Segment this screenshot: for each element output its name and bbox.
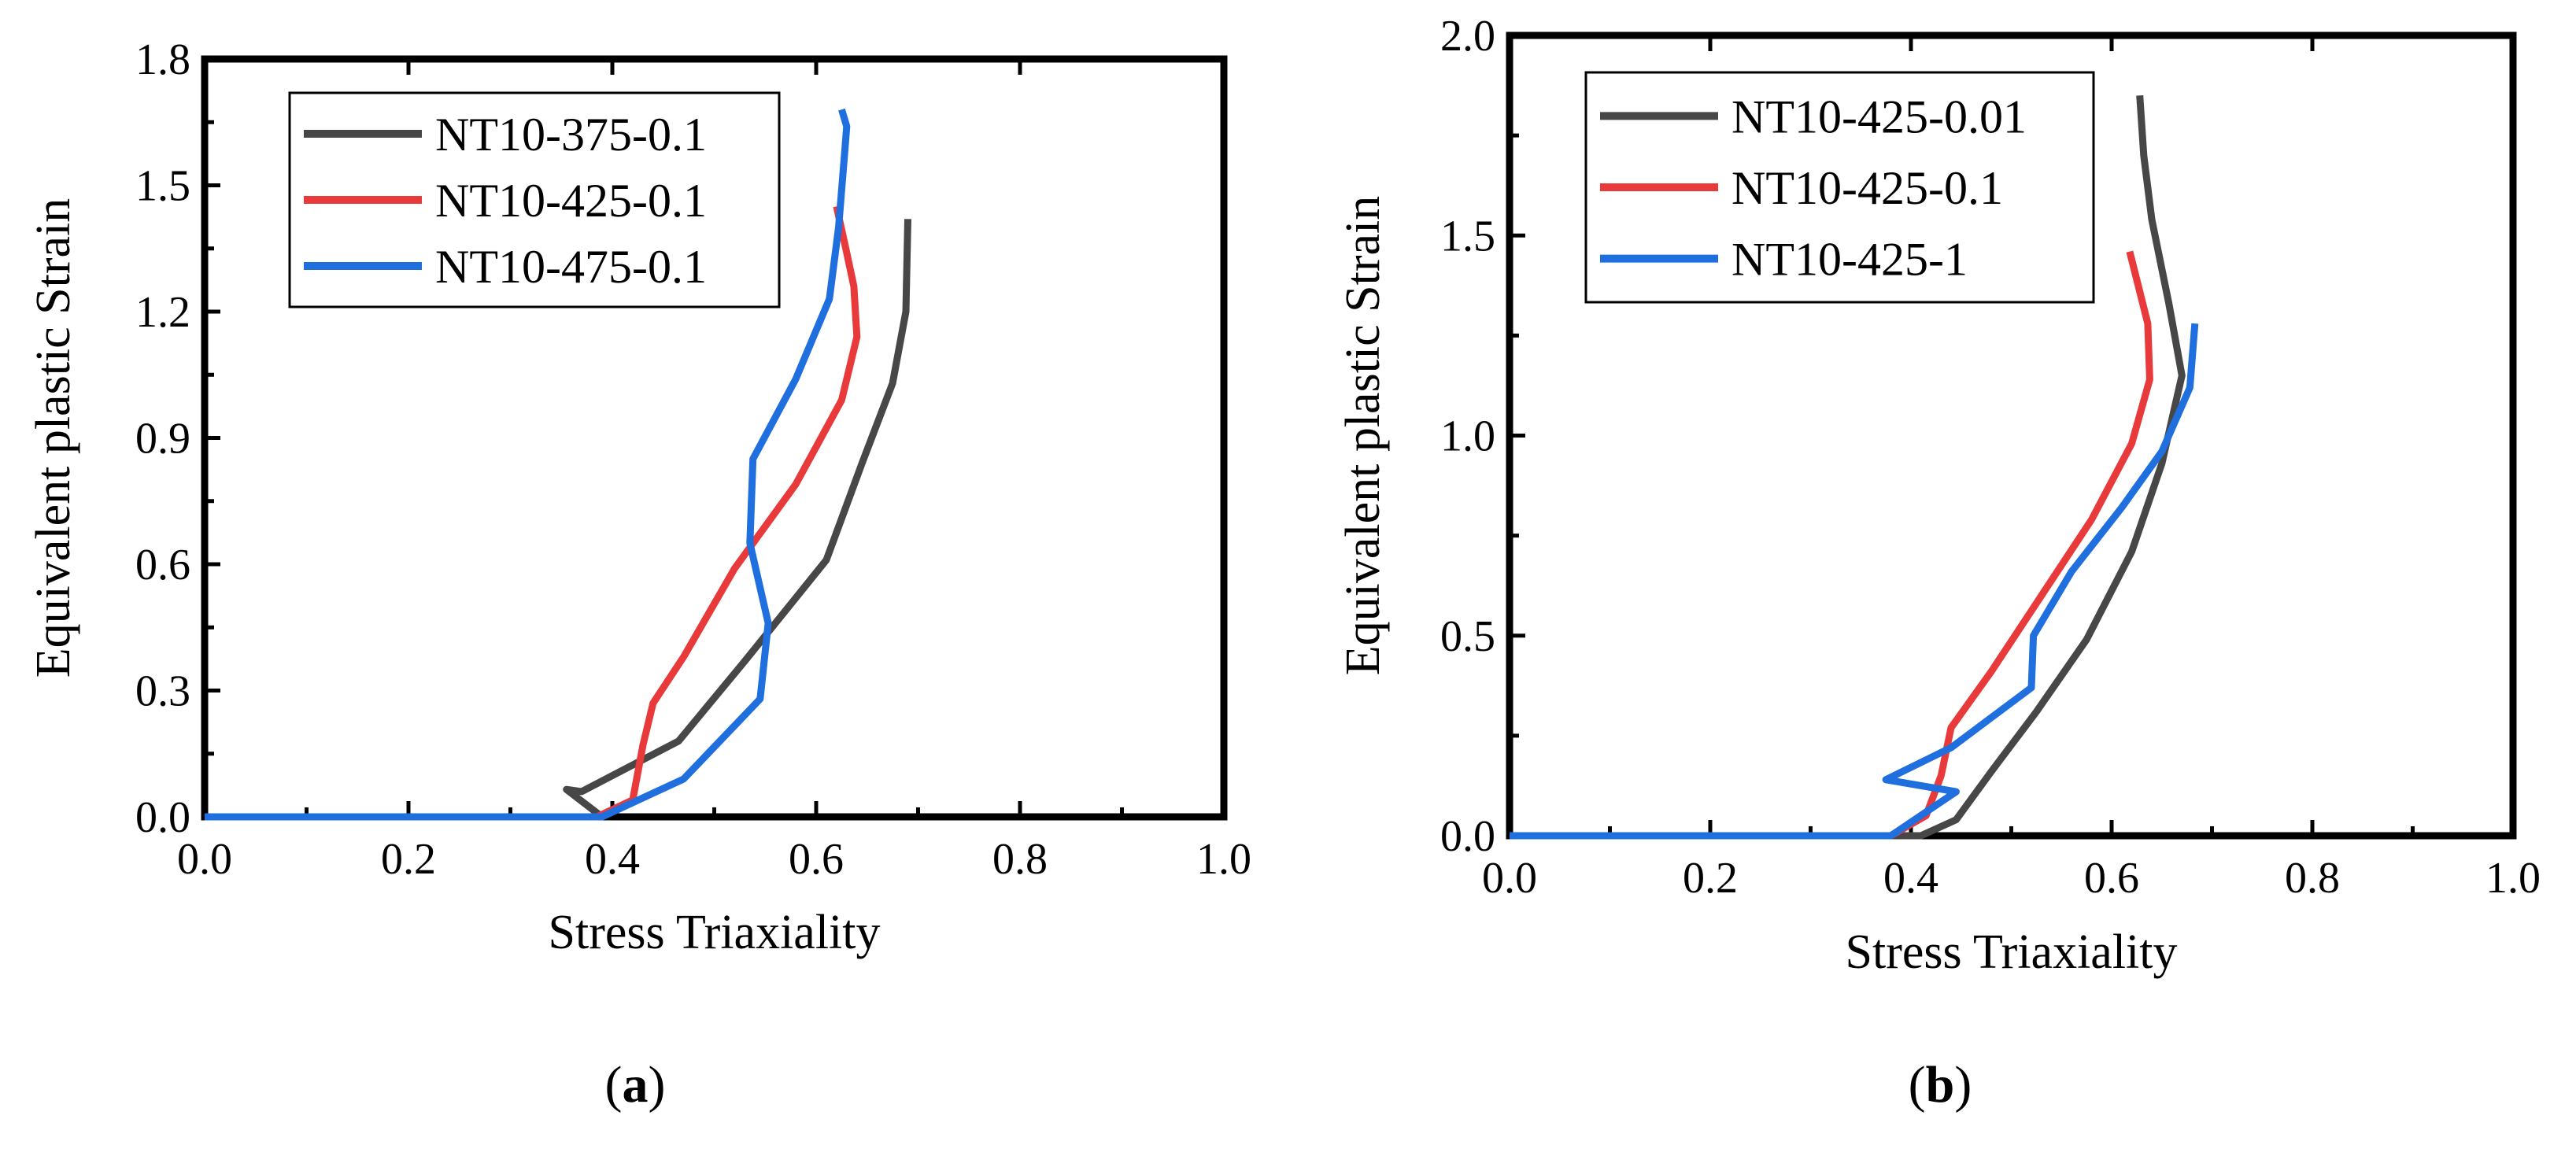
x-axis-label: Stress Triaxiality	[548, 906, 880, 959]
legend: NT10-425-0.01 NT10-425-0.1 NT10-425-1	[1584, 71, 2095, 304]
legend-entry-label: NT10-425-1	[1732, 234, 1968, 286]
x-tick-label: 0.0	[177, 835, 232, 884]
x-tick-label: 0.6	[2084, 854, 2139, 903]
legend-entry-label: NT10-425-0.01	[1732, 90, 2027, 142]
y-tick-label: 1.2	[135, 288, 190, 337]
x-tick-label: 0.6	[789, 835, 844, 884]
y-axis-label: Equivalent plastic Strain	[27, 198, 80, 678]
y-tick-label: 0.0	[1440, 812, 1495, 861]
panel-caption: (b)	[1909, 1056, 1972, 1114]
series-line-NT10-425-0.01	[1510, 94, 2186, 840]
series-line-NT10-375-0.1	[205, 219, 911, 821]
y-tick-label: 1.5	[1440, 212, 1495, 260]
x-tick-label: 0.2	[1683, 854, 1738, 903]
y-tick-label: 0.6	[135, 541, 190, 589]
x-tick-label: 0.4	[1883, 854, 1938, 903]
y-axis-label: Equivalent plastic Strain	[1336, 196, 1390, 676]
legend: NT10-375-0.1 NT10-425-0.1 NT10-475-0.1	[288, 91, 781, 308]
series-line-NT10-475-0.1	[205, 108, 851, 821]
legend-entry-label: NT10-425-0.1	[435, 175, 707, 227]
series-line-NT10-425-0.1	[1510, 250, 2153, 840]
x-tick-label: 0.8	[992, 835, 1048, 884]
x-tick-label: 0.8	[2285, 854, 2340, 903]
legend-entry-label: NT10-425-0.1	[1732, 162, 2003, 214]
y-tick-label: 0.0	[135, 793, 190, 842]
y-tick-label: 0.5	[1440, 612, 1495, 661]
y-tick-label: 1.8	[135, 35, 190, 84]
x-axis-label: Stress Triaxiality	[1845, 925, 2177, 979]
y-tick-label: 0.9	[135, 415, 190, 464]
y-tick-label: 1.0	[1440, 412, 1495, 461]
y-tick-label: 0.3	[135, 667, 190, 716]
series-line-NT10-425-1	[1510, 323, 2199, 840]
legend-entry-label: NT10-475-0.1	[435, 241, 707, 293]
x-tick-label: 1.0	[2485, 854, 2541, 903]
x-tick-label: 0.4	[585, 835, 640, 884]
x-tick-label: 0.0	[1482, 854, 1537, 903]
x-tick-label: 0.2	[381, 835, 436, 884]
chart-panel-a: 0.0 0.2 0.4 0.6 0.8 1.0 0.0 0.3 0.6 0.9 1.2 1.5 1.8 S…	[27, 35, 1251, 1114]
panel-letter: b	[1926, 1056, 1955, 1114]
panel-letter: a	[623, 1056, 649, 1114]
legend-entry-label: NT10-375-0.1	[435, 109, 707, 161]
chart-panel-b: 0.0 0.2 0.4 0.6 0.8 1.0 0.0 0.5 1.0 1.5 2.0 Stress …	[1336, 12, 2541, 1114]
panel-caption: (a)	[605, 1056, 666, 1114]
y-tick-label: 1.5	[135, 162, 190, 211]
x-tick-label: 1.0	[1196, 835, 1251, 884]
y-tick-label: 2.0	[1440, 12, 1495, 61]
